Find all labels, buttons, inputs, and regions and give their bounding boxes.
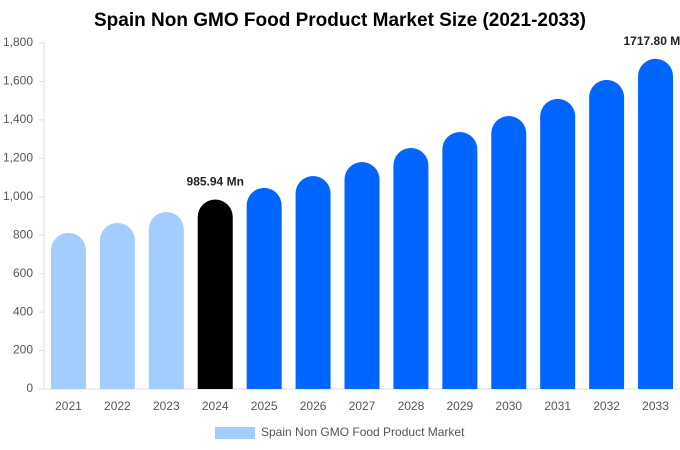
chart-title: Spain Non GMO Food Product Market Size (… bbox=[94, 10, 586, 31]
x-tick-label: 2021 bbox=[55, 399, 82, 413]
value-label: 985.94 Mn bbox=[187, 175, 244, 189]
x-tick-label: 2032 bbox=[593, 399, 620, 413]
bar bbox=[148, 211, 184, 389]
y-tick-label: 1,400 bbox=[3, 112, 33, 126]
bar bbox=[442, 131, 478, 389]
x-tick-label: 2023 bbox=[153, 399, 180, 413]
bar bbox=[197, 199, 233, 389]
bar bbox=[638, 58, 674, 390]
y-tick-label: 600 bbox=[13, 266, 33, 280]
x-tick-label: 2031 bbox=[544, 399, 571, 413]
x-tick-label: 2024 bbox=[202, 399, 229, 413]
x-tick-label: 2030 bbox=[495, 399, 522, 413]
bar bbox=[540, 98, 576, 389]
y-tick-label: 1,600 bbox=[3, 74, 33, 88]
value-label: 1717.80 Mn bbox=[624, 34, 680, 48]
bar bbox=[295, 176, 331, 389]
y-tick-label: 1,200 bbox=[3, 151, 33, 165]
x-tick-label: 2026 bbox=[300, 399, 327, 413]
legend-label: Spain Non GMO Food Product Market bbox=[261, 425, 465, 439]
x-tick-label: 2022 bbox=[104, 399, 131, 413]
bar bbox=[344, 161, 380, 389]
y-tick-label: 0 bbox=[26, 381, 33, 395]
x-tick-label: 2029 bbox=[446, 399, 473, 413]
bar bbox=[589, 79, 625, 389]
bar bbox=[246, 187, 282, 389]
y-tick-label: 1,800 bbox=[3, 35, 33, 49]
bar bbox=[99, 222, 135, 389]
y-tick-label: 1,000 bbox=[3, 189, 33, 203]
x-tick-label: 2033 bbox=[642, 399, 669, 413]
x-tick-label: 2028 bbox=[398, 399, 425, 413]
y-tick-label: 200 bbox=[13, 343, 33, 357]
x-tick-label: 2027 bbox=[349, 399, 376, 413]
bar bbox=[50, 232, 86, 389]
x-tick-label: 2025 bbox=[251, 399, 278, 413]
y-tick-label: 400 bbox=[13, 304, 33, 318]
bar bbox=[393, 147, 429, 389]
legend-swatch bbox=[215, 427, 255, 439]
bar bbox=[491, 116, 527, 389]
y-tick-label: 800 bbox=[13, 227, 33, 241]
